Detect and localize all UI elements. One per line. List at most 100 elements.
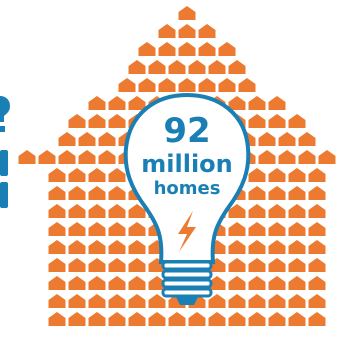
house-icon <box>258 132 276 146</box>
house-icon <box>208 312 226 326</box>
house-icon <box>178 42 196 56</box>
house-icon <box>248 312 266 326</box>
house-icon <box>38 150 56 164</box>
house-icon <box>128 258 146 272</box>
house-icon <box>68 114 86 128</box>
house-icon <box>158 42 176 56</box>
house-icon <box>88 204 106 218</box>
house-icon <box>88 222 106 236</box>
house-icon <box>188 60 206 74</box>
house-icon <box>48 276 66 290</box>
house-icon <box>68 312 86 326</box>
house-icon <box>228 312 246 326</box>
stat-unit: million <box>141 150 233 178</box>
house-icon <box>68 276 86 290</box>
house-icon <box>278 132 296 146</box>
house-icon <box>88 168 106 182</box>
stat-number: 92 <box>163 111 210 151</box>
lightning-bolt-icon <box>178 211 196 252</box>
house-icon <box>308 222 326 236</box>
house-icon <box>68 240 86 254</box>
house-icon <box>138 42 156 56</box>
house-icon <box>268 258 286 272</box>
house-icon <box>308 186 326 200</box>
house-icon <box>68 222 86 236</box>
house-icon <box>228 276 246 290</box>
house-icon <box>288 312 306 326</box>
house-icon <box>128 240 146 254</box>
house-icon <box>228 222 246 236</box>
cropped-glyph-top-dot <box>0 126 5 132</box>
house-icon <box>148 276 166 290</box>
house-icon <box>248 168 266 182</box>
house-icon <box>228 240 246 254</box>
house-icon <box>108 114 126 128</box>
house-icon <box>88 276 106 290</box>
house-icon <box>168 60 186 74</box>
bulb-base-ring-4 <box>161 287 213 298</box>
house-icon <box>298 132 316 146</box>
lightbulb-icon <box>123 92 251 305</box>
house-icon <box>98 132 116 146</box>
house-icon <box>268 168 286 182</box>
house-icon <box>268 96 286 110</box>
house-icon <box>168 312 186 326</box>
house-icon <box>228 60 246 74</box>
house-icon <box>268 204 286 218</box>
bulb-glass <box>123 92 251 264</box>
house-icon <box>268 312 286 326</box>
house-icon <box>48 312 66 326</box>
house-icon <box>228 294 246 308</box>
house-icon <box>228 204 246 218</box>
house-icon <box>308 258 326 272</box>
house-icon <box>88 114 106 128</box>
cropped-glyph-middle <box>0 150 8 176</box>
house-icon <box>138 78 156 92</box>
house-icon <box>128 204 146 218</box>
cropped-glyph-top <box>0 96 10 122</box>
house-icon <box>88 96 106 110</box>
house-icon <box>48 258 66 272</box>
house-icon <box>248 222 266 236</box>
house-icon <box>128 60 146 74</box>
house-icon <box>288 276 306 290</box>
house-icon <box>288 222 306 236</box>
house-icon <box>88 294 106 308</box>
house-icon <box>238 78 256 92</box>
house-icon <box>208 276 226 290</box>
house-icon <box>268 114 286 128</box>
house-icon <box>308 312 326 326</box>
bulb-base-ring-3 <box>161 278 213 289</box>
bulb-base <box>161 260 213 298</box>
house-icon <box>198 78 216 92</box>
house-icon <box>128 276 146 290</box>
house-icon <box>68 186 86 200</box>
house-icon <box>288 114 306 128</box>
house-icon <box>178 24 196 38</box>
house-icon <box>308 204 326 218</box>
house-icon <box>248 276 266 290</box>
house-icon <box>308 294 326 308</box>
house-icon <box>18 150 36 164</box>
cropped-glyph-bottom <box>0 182 8 208</box>
house-icon <box>78 132 96 146</box>
house-icon <box>108 240 126 254</box>
house-icon <box>258 150 276 164</box>
house-icon <box>308 276 326 290</box>
cropped-text-fragments <box>0 96 10 208</box>
house-icon <box>248 294 266 308</box>
stat-subject: homes <box>154 178 221 199</box>
house-icon <box>268 276 286 290</box>
house-icon <box>108 294 126 308</box>
house-icon <box>218 78 236 92</box>
house-icon <box>278 150 296 164</box>
house-icon <box>248 186 266 200</box>
house-icon <box>68 258 86 272</box>
house-icon <box>318 150 336 164</box>
house-icon <box>128 222 146 236</box>
house-icon <box>308 168 326 182</box>
house-icon <box>248 114 266 128</box>
house-icon <box>218 42 236 56</box>
house-icon <box>68 204 86 218</box>
